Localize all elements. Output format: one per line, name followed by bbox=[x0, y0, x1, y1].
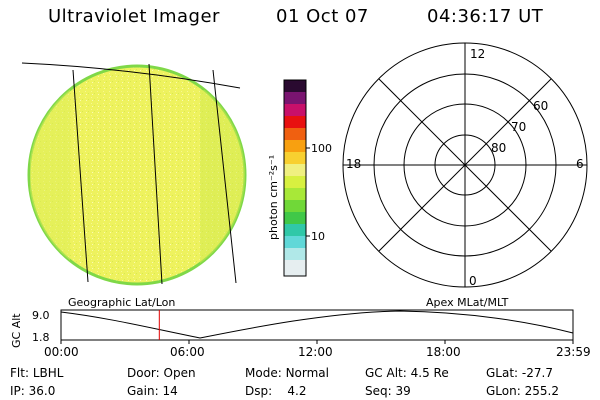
info-glat-value: -27.7 bbox=[521, 366, 553, 380]
apex-polar-plot bbox=[342, 42, 588, 288]
colorbar-tick-10: 10 bbox=[311, 230, 325, 243]
altitude-ymin: 1.8 bbox=[32, 331, 50, 344]
mlat-label-60: 60 bbox=[533, 99, 548, 113]
info-gc-alt: GC Alt: 4.5 Re bbox=[365, 366, 449, 380]
time-tick-2359: 23:59 bbox=[556, 345, 591, 359]
info-gc-alt-value: 4.5 Re bbox=[410, 366, 449, 380]
altitude-strip-chart bbox=[60, 309, 574, 344]
mlt-label-18: 18 bbox=[346, 157, 361, 171]
info-mode-value: Normal bbox=[285, 366, 329, 380]
time-tick-1200: 12:00 bbox=[298, 345, 333, 359]
info-mode: Mode: Normal bbox=[245, 366, 329, 380]
mlat-label-80: 80 bbox=[491, 141, 506, 155]
info-door-value: Open bbox=[163, 366, 196, 380]
info-dsp-value: 4.2 bbox=[287, 384, 307, 398]
info-dsp: Dsp: 4.2 bbox=[245, 384, 307, 398]
altitude-axis-label: GC Alt bbox=[10, 313, 23, 348]
info-gain-value: 14 bbox=[162, 384, 178, 398]
info-filter: Flt: LBHL bbox=[10, 366, 64, 380]
altitude-ymax: 9.0 bbox=[32, 309, 50, 322]
info-ip: IP: 36.0 bbox=[10, 384, 56, 398]
info-seq-value: 39 bbox=[395, 384, 411, 398]
time-tick-1800: 18:00 bbox=[426, 345, 461, 359]
uv-earth-image bbox=[27, 64, 247, 286]
info-gain: Gain: 14 bbox=[127, 384, 178, 398]
observation-date: 01 Oct 07 bbox=[276, 6, 369, 27]
apex-grid-label: Apex MLat/MLT bbox=[426, 296, 509, 309]
info-glon-value: 255.2 bbox=[524, 384, 559, 398]
time-tick-0000: 00:00 bbox=[44, 345, 79, 359]
geographic-grid-lines bbox=[21, 62, 241, 285]
colorbar-tick-100: 100 bbox=[311, 142, 332, 155]
mlt-label-12: 12 bbox=[470, 47, 485, 61]
colorbar-unit-label: photon cm⁻²s⁻¹ bbox=[267, 155, 280, 240]
info-glon: GLon: 255.2 bbox=[486, 384, 559, 398]
geographic-grid-label: Geographic Lat/Lon bbox=[68, 296, 175, 309]
time-tick-0600: 06:00 bbox=[170, 345, 205, 359]
info-door: Door: Open bbox=[127, 366, 196, 380]
mlt-label-6: 6 bbox=[576, 157, 584, 171]
info-glat: GLat: -27.7 bbox=[486, 366, 553, 380]
info-filter-value: LBHL bbox=[32, 366, 64, 380]
color-scale-bar bbox=[283, 79, 310, 277]
mlt-label-0: 0 bbox=[469, 274, 477, 288]
instrument-title: Ultraviolet Imager bbox=[48, 6, 220, 27]
info-seq: Seq: 39 bbox=[365, 384, 411, 398]
observation-time: 04:36:17 UT bbox=[427, 6, 544, 27]
mlat-label-70: 70 bbox=[511, 120, 526, 134]
info-ip-value: 36.0 bbox=[28, 384, 56, 398]
